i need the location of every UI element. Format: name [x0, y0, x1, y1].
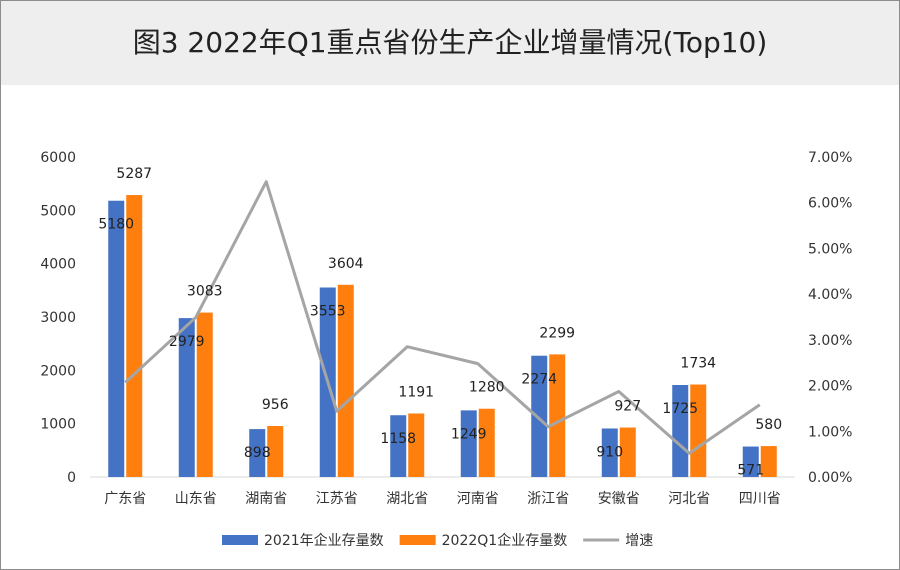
- left-axis-tick-label: 6000: [40, 150, 76, 166]
- data-label-2021: 1725: [662, 401, 698, 417]
- left-axis-tick-label: 5000: [40, 203, 76, 219]
- bar-2022q1: [619, 427, 636, 477]
- bar-2021: [742, 446, 759, 477]
- right-axis-tick-label: 0.00%: [808, 470, 852, 486]
- legend-label: 2021年企业存量数: [264, 532, 384, 549]
- right-axis-tick-label: 1.00%: [808, 424, 852, 440]
- right-axis-tick-label: 2.00%: [808, 379, 852, 395]
- data-label-2022q1: 2299: [539, 325, 575, 341]
- right-axis-tick-label: 3.00%: [808, 333, 852, 349]
- data-label-2022q1: 3083: [187, 284, 223, 300]
- bar-2021: [531, 355, 548, 477]
- right-axis-tick-label: 4.00%: [808, 287, 852, 303]
- left-axis-tick-label: 0: [67, 470, 76, 486]
- bar-2022q1: [690, 384, 707, 477]
- category-label: 江苏省: [316, 491, 358, 507]
- bar-2021: [178, 318, 195, 477]
- right-axis-tick-label: 7.00%: [808, 150, 852, 166]
- bar-2022q1: [337, 284, 354, 477]
- data-label-2021: 910: [596, 444, 623, 460]
- left-axis-tick-label: 4000: [40, 257, 76, 273]
- category-label: 湖北省: [386, 491, 428, 507]
- category-label: 湖南省: [245, 491, 287, 507]
- category-label: 安徽省: [598, 491, 640, 507]
- category-label: 山东省: [175, 491, 217, 507]
- category-label: 河北省: [668, 491, 710, 507]
- bar-2022q1: [549, 354, 566, 477]
- data-label-2021: 898: [244, 445, 271, 461]
- right-axis-tick-label: 5.00%: [808, 241, 852, 257]
- bar-2021: [390, 415, 407, 477]
- bar-2021: [672, 385, 689, 477]
- category-label: 浙江省: [527, 491, 569, 507]
- bar-2021: [108, 200, 125, 477]
- growth-line: [124, 180, 761, 455]
- category-label: 四川省: [739, 491, 781, 507]
- legend-swatch: [399, 535, 436, 545]
- data-label-2022q1: 3604: [328, 256, 364, 272]
- legend-label: 2022Q1企业存量数: [442, 532, 568, 549]
- category-label: 广东省: [104, 491, 146, 507]
- data-label-2022q1: 1191: [398, 384, 434, 400]
- data-label-2021: 1249: [451, 426, 487, 442]
- data-label-2021: 571: [737, 463, 764, 479]
- data-label-2022q1: 927: [614, 399, 641, 415]
- bar-2021: [249, 429, 266, 477]
- bar-2022q1: [267, 426, 284, 477]
- data-label-2022q1: 956: [262, 397, 289, 413]
- bar-2022q1: [478, 408, 495, 477]
- data-label-2022q1: 5287: [116, 166, 152, 182]
- legend-label: 增速: [625, 533, 653, 549]
- data-label-2021: 2979: [169, 334, 205, 350]
- left-axis-tick-label: 3000: [40, 310, 76, 326]
- data-label-2022q1: 1734: [680, 356, 716, 372]
- bar-2021: [460, 410, 477, 477]
- data-label-2021: 1158: [380, 431, 416, 447]
- category-label: 河南省: [457, 491, 499, 507]
- legend-swatch: [222, 535, 258, 545]
- bar-2022q1: [760, 446, 777, 477]
- right-axis-tick-label: 6.00%: [808, 196, 852, 212]
- bar-2022q1: [126, 195, 143, 477]
- left-axis-tick-label: 2000: [40, 363, 76, 379]
- data-label-2021: 3553: [310, 304, 346, 320]
- bar-2022q1: [196, 312, 213, 477]
- chart-title: 图3 2022年Q1重点省份生产企业增量情况(Top10): [132, 26, 768, 59]
- data-label-2021: 5180: [98, 217, 134, 233]
- data-label-2021: 2274: [521, 372, 557, 388]
- data-label-2022q1: 1280: [469, 380, 505, 396]
- bar-2022q1: [408, 413, 425, 477]
- bar-2021: [601, 428, 618, 477]
- left-axis-tick-label: 1000: [40, 417, 76, 433]
- title-bar: 图3 2022年Q1重点省份生产企业增量情况(Top10): [1, 1, 899, 85]
- data-label-2022q1: 580: [755, 417, 782, 433]
